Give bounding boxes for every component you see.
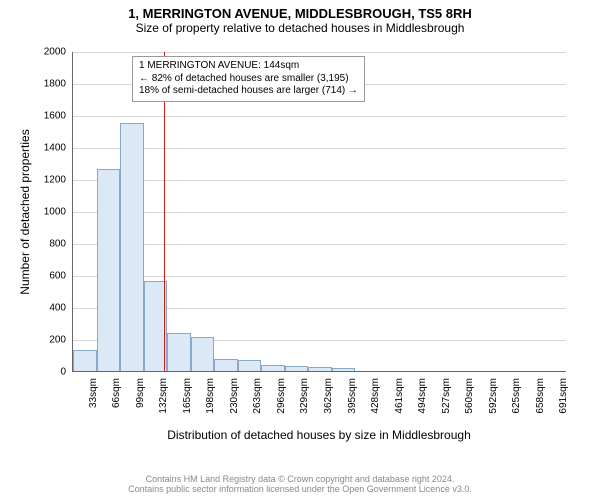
- footer-line: Contains public sector information licen…: [0, 484, 600, 494]
- histogram-bar: [214, 359, 238, 371]
- x-tick-label: 296sqm: [276, 378, 287, 414]
- y-tick-label: 800: [26, 239, 66, 250]
- y-tick-label: 1400: [26, 143, 66, 154]
- x-tick-label: 362sqm: [323, 378, 334, 414]
- y-tick-label: 600: [26, 271, 66, 282]
- y-tick-label: 2000: [26, 47, 66, 58]
- x-tick-label: 461sqm: [394, 378, 405, 414]
- y-tick-label: 400: [26, 303, 66, 314]
- histogram-bar: [167, 333, 191, 371]
- x-tick-label: 132sqm: [158, 378, 169, 414]
- x-tick-label: 494sqm: [417, 378, 428, 414]
- histogram-bar: [332, 368, 356, 371]
- x-tick-label: 263sqm: [252, 378, 263, 414]
- histogram-bar: [97, 169, 121, 371]
- x-tick-label: 230sqm: [229, 378, 240, 414]
- grid-line: [73, 180, 566, 181]
- page-title: 1, MERRINGTON AVENUE, MIDDLESBROUGH, TS5…: [0, 6, 600, 21]
- footer-line: Contains HM Land Registry data © Crown c…: [0, 474, 600, 484]
- y-tick-label: 0: [26, 367, 66, 378]
- x-tick-label: 395sqm: [347, 378, 358, 414]
- x-tick-label: 691sqm: [558, 378, 569, 414]
- histogram-bar: [191, 337, 215, 371]
- grid-line: [73, 244, 566, 245]
- x-tick-label: 592sqm: [488, 378, 499, 414]
- footer: Contains HM Land Registry data © Crown c…: [0, 474, 600, 494]
- histogram-bar: [261, 365, 285, 371]
- x-tick-label: 66sqm: [111, 378, 122, 408]
- x-tick-label: 428sqm: [370, 378, 381, 414]
- header: 1, MERRINGTON AVENUE, MIDDLESBROUGH, TS5…: [0, 6, 600, 35]
- annotation-line: 18% of semi-detached houses are larger (…: [139, 85, 358, 98]
- grid-line: [73, 148, 566, 149]
- x-axis-title: Distribution of detached houses by size …: [72, 428, 566, 442]
- x-tick-label: 625sqm: [511, 378, 522, 414]
- annotation-line: 1 MERRINGTON AVENUE: 144sqm: [139, 60, 358, 73]
- grid-line: [73, 52, 566, 53]
- y-tick-label: 1600: [26, 111, 66, 122]
- x-tick-label: 527sqm: [441, 378, 452, 414]
- grid-line: [73, 276, 566, 277]
- histogram-bar: [120, 123, 144, 371]
- histogram-bar: [285, 366, 309, 371]
- x-tick-label: 658sqm: [535, 378, 546, 414]
- x-tick-label: 99sqm: [135, 378, 146, 408]
- x-tick-label: 33sqm: [88, 378, 99, 408]
- grid-line: [73, 212, 566, 213]
- y-tick-label: 1200: [26, 175, 66, 186]
- page-subtitle: Size of property relative to detached ho…: [0, 21, 600, 35]
- y-tick-label: 200: [26, 335, 66, 346]
- annotation-line: ← 82% of detached houses are smaller (3,…: [139, 73, 358, 86]
- x-tick-label: 165sqm: [182, 378, 193, 414]
- x-tick-label: 198sqm: [205, 378, 216, 414]
- y-tick-label: 1000: [26, 207, 66, 218]
- y-tick-label: 1800: [26, 79, 66, 90]
- histogram-bar: [238, 360, 262, 371]
- histogram-bar: [308, 367, 332, 371]
- histogram-bar: [73, 350, 97, 371]
- grid-line: [73, 116, 566, 117]
- x-tick-label: 560sqm: [464, 378, 475, 414]
- x-tick-label: 329sqm: [299, 378, 310, 414]
- chart-annotation: 1 MERRINGTON AVENUE: 144sqm ← 82% of det…: [132, 56, 365, 102]
